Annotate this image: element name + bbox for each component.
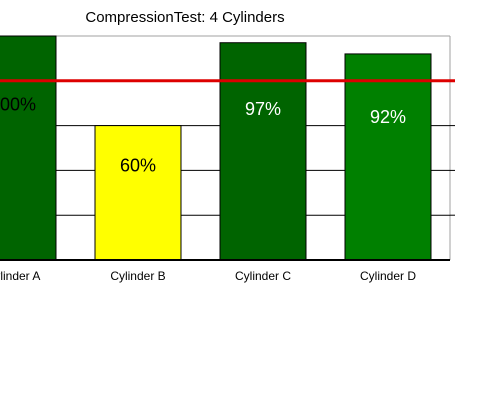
bar-cylinder-a [0,35,57,261]
bar-cylinder-c [219,42,307,261]
bar-cylinder-d [344,53,432,261]
data-label: 100% [0,95,36,115]
x-tick-label: Cylinder A [0,269,40,283]
x-tick-label: Cylinder B [110,269,165,283]
data-label: 92% [370,107,406,127]
data-label: 97% [245,99,281,119]
bar-cylinder-b [94,125,182,261]
chart-title: CompressionTest: 4 Cylinders [85,9,285,26]
x-tick-label: Cylinder C [235,269,291,283]
x-tick-label: Cylinder D [360,269,416,283]
data-label: 60% [120,156,156,176]
